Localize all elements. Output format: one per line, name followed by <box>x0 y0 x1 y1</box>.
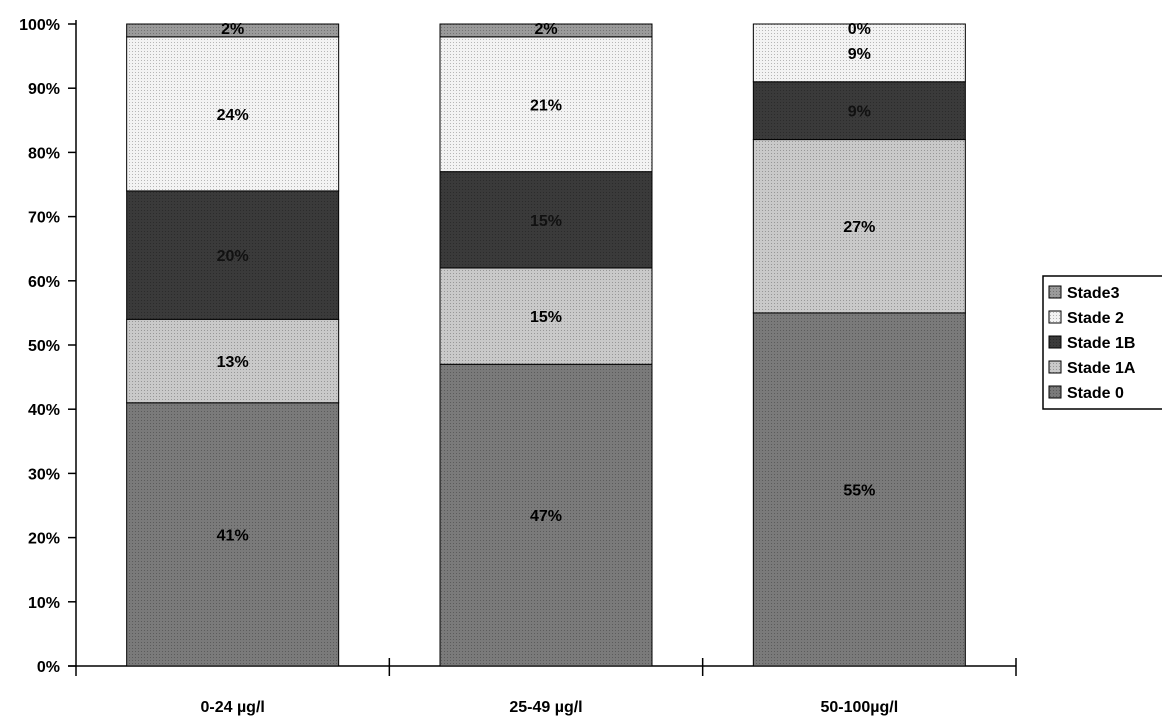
y-tick-label: 20% <box>28 531 60 548</box>
data-label: 27% <box>843 219 875 236</box>
y-tick-label: 10% <box>28 595 60 612</box>
data-label: 41% <box>217 527 249 544</box>
bar-segment-texture <box>126 36 339 191</box>
x-category-label: 50-100µg/l <box>820 699 898 716</box>
legend-label: Stade 0 <box>1067 385 1124 402</box>
legend: Stade3 Stade 2 Stade 1B Stade 1A Stade 0 <box>1042 275 1162 410</box>
data-label: 2% <box>221 21 244 38</box>
legend-label: Stade3 <box>1067 285 1120 302</box>
bar-segment-texture <box>753 24 966 82</box>
y-tick-label: 70% <box>28 210 60 227</box>
bar-segment-texture <box>440 36 652 172</box>
data-label: 2% <box>534 21 557 38</box>
data-label: 13% <box>217 354 249 371</box>
bar-segment-texture <box>440 171 652 268</box>
legend-box <box>1042 275 1162 410</box>
data-labels-layer: 41% 13% 20% 24% 2% 47% 15% 15% 21% 2% 55% 27% 9% 9% 0% <box>217 21 876 544</box>
legend-label: Stade 1B <box>1067 335 1135 352</box>
bar-segment-texture <box>753 312 966 666</box>
data-label: 55% <box>843 482 875 499</box>
bar-segment-texture <box>440 267 652 365</box>
data-label: 47% <box>530 508 562 525</box>
x-category-label: 25-49 µg/l <box>509 699 582 716</box>
axes-layer: 0% 10% 20% 30% 40% 50% 60% 70% 80% 90% 100% 0-24 µg… <box>19 17 1017 716</box>
data-label: 15% <box>530 213 562 230</box>
bar-segment-texture <box>126 190 339 320</box>
legend-swatch-texture <box>1049 286 1061 298</box>
data-label: 15% <box>530 309 562 326</box>
x-category-label: 0-24 µg/l <box>200 699 264 716</box>
bars-layer <box>126 23 966 667</box>
legend-swatch-texture <box>1049 336 1061 348</box>
bar-segment-texture <box>440 364 652 666</box>
data-label: 24% <box>217 107 249 124</box>
y-tick-label: 0% <box>37 659 60 676</box>
data-label: 0% <box>848 21 871 38</box>
data-label: 20% <box>217 248 249 265</box>
bar-segment-texture <box>126 319 339 403</box>
bar-segment-texture <box>126 402 339 666</box>
legend-swatch-texture <box>1049 361 1061 373</box>
data-label: 21% <box>530 97 562 114</box>
legend-swatch-texture <box>1049 311 1061 323</box>
bar-segment-texture <box>753 139 966 313</box>
legend-swatch-texture <box>1049 386 1061 398</box>
y-tick-label: 30% <box>28 466 60 483</box>
bar-segment-texture <box>126 24 339 37</box>
data-label: 9% <box>848 46 871 63</box>
y-tick-label: 40% <box>28 402 60 419</box>
y-tick-label: 60% <box>28 274 60 291</box>
y-tick-label: 50% <box>28 338 60 355</box>
bar-segment-texture <box>753 81 966 140</box>
y-tick-label: 90% <box>28 81 60 98</box>
legend-label: Stade 2 <box>1067 310 1124 327</box>
bar-segment-texture <box>440 24 652 37</box>
y-tick-label: 80% <box>28 145 60 162</box>
data-label: 9% <box>848 104 871 121</box>
legend-label: Stade 1A <box>1067 360 1136 377</box>
y-tick-label: 100% <box>19 17 60 34</box>
